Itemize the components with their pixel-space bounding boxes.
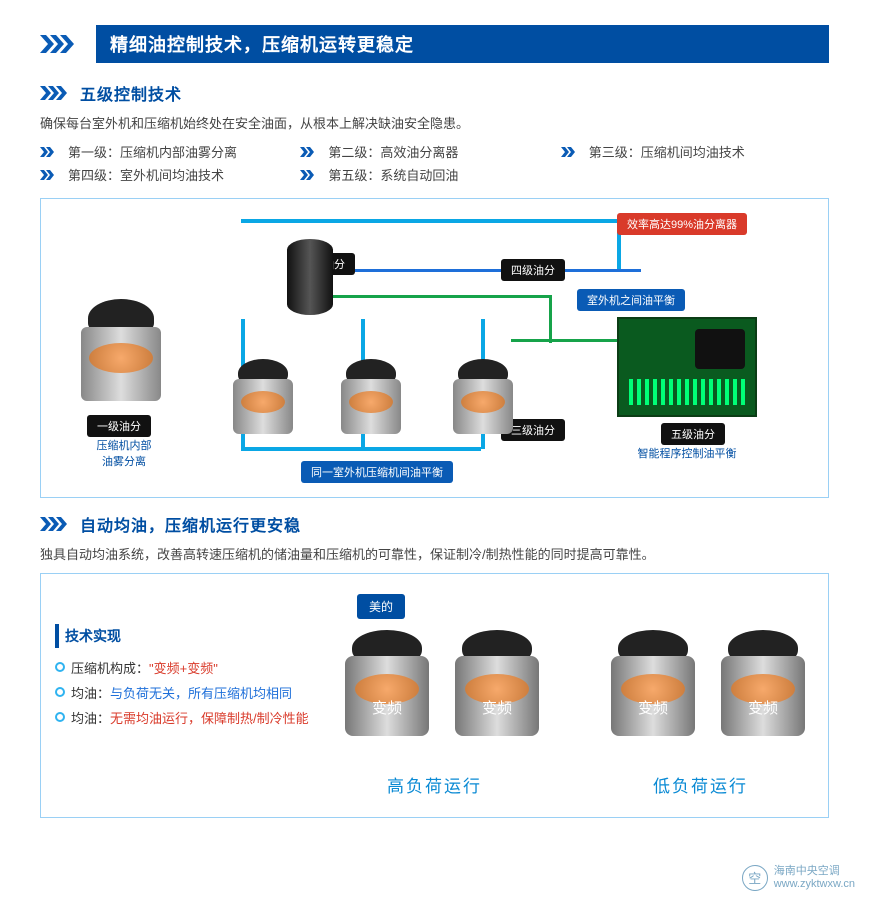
level-item: 第三级：压缩机间均油技术 [561, 142, 821, 161]
compressor-area: 美的 高负荷运行 低负荷运行 [335, 588, 814, 803]
compressor-small [453, 359, 513, 434]
pipe [241, 219, 621, 223]
pipe [549, 295, 552, 343]
system-diagram: 效率高达99%油分离器 二级油分 四级油分 室外机之间油平衡 三级油分 一级油分… [40, 198, 829, 498]
bullet-icon [55, 687, 65, 697]
compressor-small [233, 359, 293, 434]
tech-box: 技术实现 压缩机构成："变频+变频" 均油：与负荷无关，所有压缩机均相同 均油：… [55, 588, 335, 803]
section1-desc: 确保每台室外机和压缩机始终处在安全油面，从根本上解决缺油安全隐患。 [40, 113, 829, 132]
watermark-line2: www.zyktwxw.cn [774, 878, 855, 891]
watermark-line1: 海南中央空调 [774, 865, 855, 878]
bullet-icon [55, 712, 65, 722]
chevron-icon [40, 146, 60, 158]
caption-c1: 压缩机内部 油雾分离 [81, 437, 167, 469]
pipe [511, 339, 631, 342]
tag-same-unit: 同一室外机压缩机间油平衡 [301, 461, 453, 483]
tech-row: 压缩机构成："变频+变频" [55, 658, 335, 677]
bullet-icon [55, 662, 65, 672]
level-item: 第二级：高效油分离器 [300, 142, 560, 161]
tag-balance-out: 室外机之间油平衡 [577, 289, 685, 311]
tech-value: 无需均油运行，保障制热/制冷性能 [110, 711, 309, 726]
level-text: 第四级：室外机间均油技术 [68, 165, 224, 184]
watermark: 空 海南中央空调 www.zyktwxw.cn [742, 865, 855, 891]
brand-tag: 美的 [357, 594, 405, 619]
chevron-icon [40, 33, 88, 55]
chevron-icon [40, 169, 60, 181]
tech-label: 均油： [71, 711, 110, 726]
compressor-unit [611, 630, 695, 736]
run-low-label: 低负荷运行 [653, 772, 748, 797]
pcb-board [617, 317, 757, 417]
tag-l1: 一级油分 [87, 415, 151, 437]
oil-tank [287, 239, 333, 315]
auto-oil-box: 技术实现 压缩机构成："变频+变频" 均油：与负荷无关，所有压缩机均相同 均油：… [40, 573, 829, 818]
section2-header: 自动均油，压缩机运行更安稳 [40, 512, 829, 536]
section2-title: 自动均油，压缩机运行更安稳 [80, 512, 301, 536]
caption-c3: 智能程序控制油平衡 [617, 445, 757, 461]
section2-desc: 独具自动均油系统，改善高转速压缩机的储油量和压缩机的可靠性，保证制冷/制热性能的… [40, 544, 829, 563]
level-item: 第五级：系统自动回油 [300, 165, 560, 184]
chevron-icon [300, 169, 320, 181]
chevron-icon [561, 146, 581, 158]
chevron-icon [40, 85, 72, 101]
level-item: 第四级：室外机间均油技术 [40, 165, 300, 184]
tag-l4: 四级油分 [501, 259, 565, 281]
section1-title: 五级控制技术 [80, 81, 182, 105]
tech-row: 均油：无需均油运行，保障制热/制冷性能 [55, 708, 335, 727]
compressor-unit [721, 630, 805, 736]
watermark-icon: 空 [742, 865, 768, 891]
tech-value: "变频+变频" [149, 661, 218, 676]
tag-efficiency: 效率高达99%油分离器 [617, 213, 747, 235]
level-item: 第一级：压缩机内部油雾分离 [40, 142, 300, 161]
level-text: 第二级：高效油分离器 [328, 142, 458, 161]
tech-row: 均油：与负荷无关，所有压缩机均相同 [55, 683, 335, 702]
tech-title: 技术实现 [55, 624, 131, 648]
main-title-bar: 精细油控制技术，压缩机运转更稳定 [40, 25, 829, 63]
compressor-large [81, 299, 161, 401]
chevron-icon [300, 146, 320, 158]
main-title: 精细油控制技术，压缩机运转更稳定 [96, 25, 829, 63]
tag-l5: 五级油分 [661, 423, 725, 445]
compressor-unit [345, 630, 429, 736]
section1-header: 五级控制技术 [40, 81, 829, 105]
tech-value: 与负荷无关，所有压缩机均相同 [110, 686, 292, 701]
compressor-small [341, 359, 401, 434]
compressor-unit [455, 630, 539, 736]
chevron-icon [40, 516, 72, 532]
run-high-label: 高负荷运行 [387, 772, 482, 797]
pipe [331, 295, 551, 298]
level-text: 第一级：压缩机内部油雾分离 [68, 142, 237, 161]
level-grid: 第一级：压缩机内部油雾分离 第二级：高效油分离器 第三级：压缩机间均油技术 第四… [40, 142, 829, 188]
level-text: 第五级：系统自动回油 [328, 165, 458, 184]
level-text: 第三级：压缩机间均油技术 [589, 142, 745, 161]
tech-label: 均油： [71, 686, 110, 701]
tech-label: 压缩机构成： [71, 661, 149, 676]
